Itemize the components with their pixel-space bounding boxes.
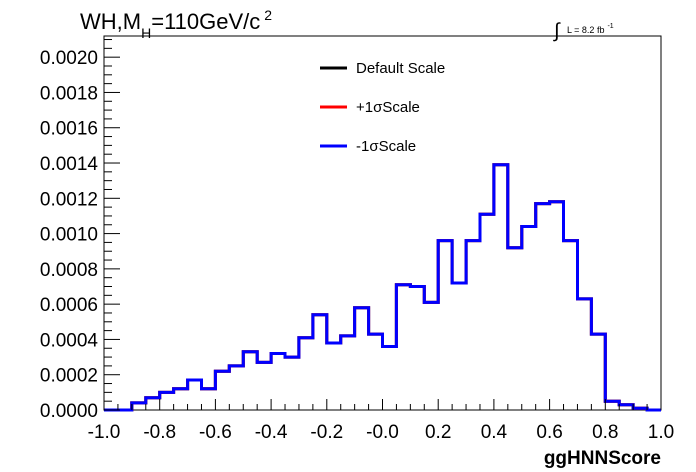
x-tick-label: -0.2 xyxy=(310,422,343,443)
y-axis: 0.0000 0.0002 0.0004 0.0006 0.0008 0.0010 0.00… xyxy=(40,39,120,422)
y-tick-label: 0.0004 xyxy=(40,330,99,351)
x-axis: -1.0 -0.8 -0.6 -0.4 -0.2 -0.0 0.2 0.4 0.6 0.8 1.0 xyxy=(88,399,674,443)
y-tick-label: 0.0008 xyxy=(40,260,98,281)
y-tick-label: 0.0006 xyxy=(40,295,98,316)
legend: Default Scale +1σScale -1σScale xyxy=(320,60,445,155)
legend-label-plus-sigma: +1σScale xyxy=(356,99,420,116)
series-line-1-scale xyxy=(104,163,661,412)
title-rest: =110GeV/c xyxy=(151,9,260,34)
x-tick-label: -0.4 xyxy=(255,422,288,443)
title-superscript: 2 xyxy=(264,7,272,23)
x-tick-label: -1.0 xyxy=(88,422,121,443)
x-tick-label: 0.6 xyxy=(536,422,562,443)
lumi-superscript: -1 xyxy=(607,23,613,30)
title-subscript: H xyxy=(141,25,151,41)
x-tick-label: 0.2 xyxy=(425,422,451,443)
y-tick-label: 0.0018 xyxy=(40,83,98,104)
y-tick-label: 0.0020 xyxy=(40,48,98,69)
y-tick-label: 0.0016 xyxy=(40,119,98,140)
y-tick-label: 0.0000 xyxy=(40,401,98,422)
x-tick-label: -0.8 xyxy=(143,422,176,443)
x-axis-label: ggHNNScore xyxy=(544,448,661,469)
plot-frame xyxy=(103,35,662,411)
x-tick-label: -0.0 xyxy=(366,422,399,443)
legend-label-default-scale: Default Scale xyxy=(356,60,445,77)
x-tick-label: -0.6 xyxy=(199,422,232,443)
y-tick-label: 0.0010 xyxy=(40,225,98,246)
x-tick-label: 1.0 xyxy=(648,422,674,443)
series-layer xyxy=(104,163,661,412)
lumi-text: L = 8.2 fb xyxy=(567,25,604,35)
x-tick-label: 0.8 xyxy=(592,422,618,443)
legend-label-minus-sigma: -1σScale xyxy=(356,138,416,155)
y-tick-label: 0.0002 xyxy=(40,366,98,387)
lumi-integral-sign: ∫ xyxy=(553,20,561,42)
title-main: WH,M xyxy=(80,9,141,34)
y-tick-label: 0.0014 xyxy=(40,154,99,175)
y-tick-label: 0.0012 xyxy=(40,189,98,210)
lumi-label: L = 8.2 fb -1 xyxy=(567,23,614,35)
chart-title: WH,MH=110GeV/c 2 xyxy=(80,7,272,41)
x-tick-label: 0.4 xyxy=(481,422,508,443)
